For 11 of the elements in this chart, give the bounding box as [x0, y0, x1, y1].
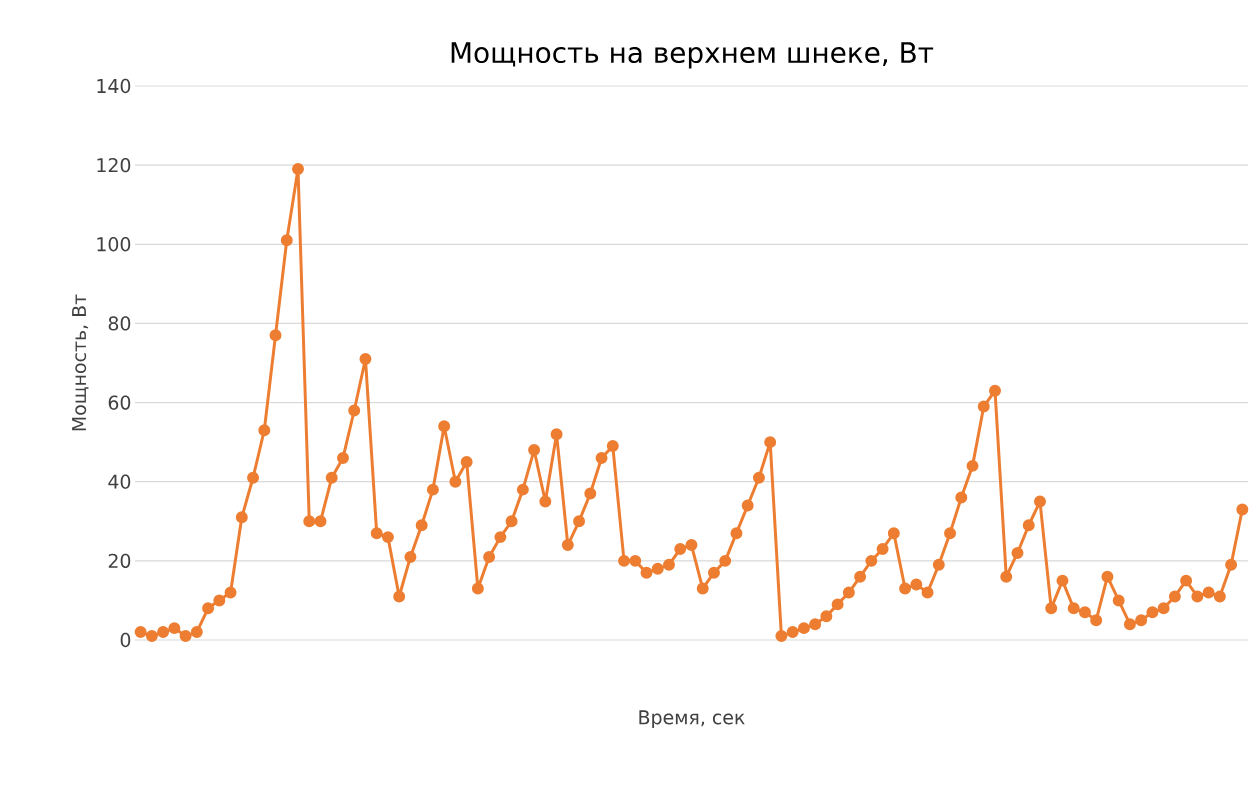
y-tick-label: 80 [108, 316, 131, 331]
chart-title: Мощность на верхнем шнеке, Вт [451, 42, 934, 69]
x-axis-title: Время, сек [639, 710, 745, 729]
y-tick-label: 0 [120, 632, 131, 648]
y-axis-title: Мощность, Вт [72, 294, 89, 431]
y-tick-label: 60 [108, 395, 131, 410]
y-tick-label: 40 [108, 474, 131, 489]
y-tick-label: 140 [97, 78, 131, 94]
y-tick-label: 20 [108, 553, 131, 569]
y-tick-label: 100 [97, 237, 131, 252]
y-tick-label: 120 [97, 157, 131, 173]
